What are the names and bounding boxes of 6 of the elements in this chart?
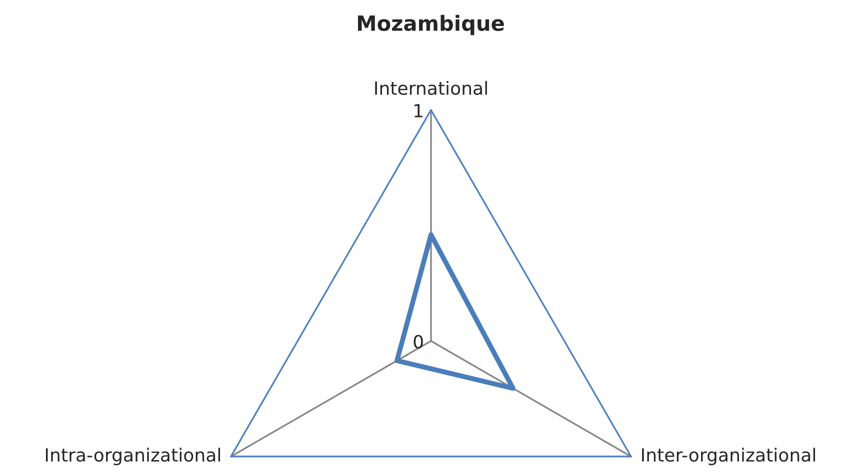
spoke-label: Intra-organizational [46, 448, 220, 466]
spoke-label: International [375, 80, 487, 95]
y-tick-label: 0 [414, 334, 423, 349]
y-tick-label: 1 [414, 104, 422, 118]
chart-title: Mozambique [358, 14, 504, 36]
spoke-label: Inter-organizational [642, 448, 816, 466]
